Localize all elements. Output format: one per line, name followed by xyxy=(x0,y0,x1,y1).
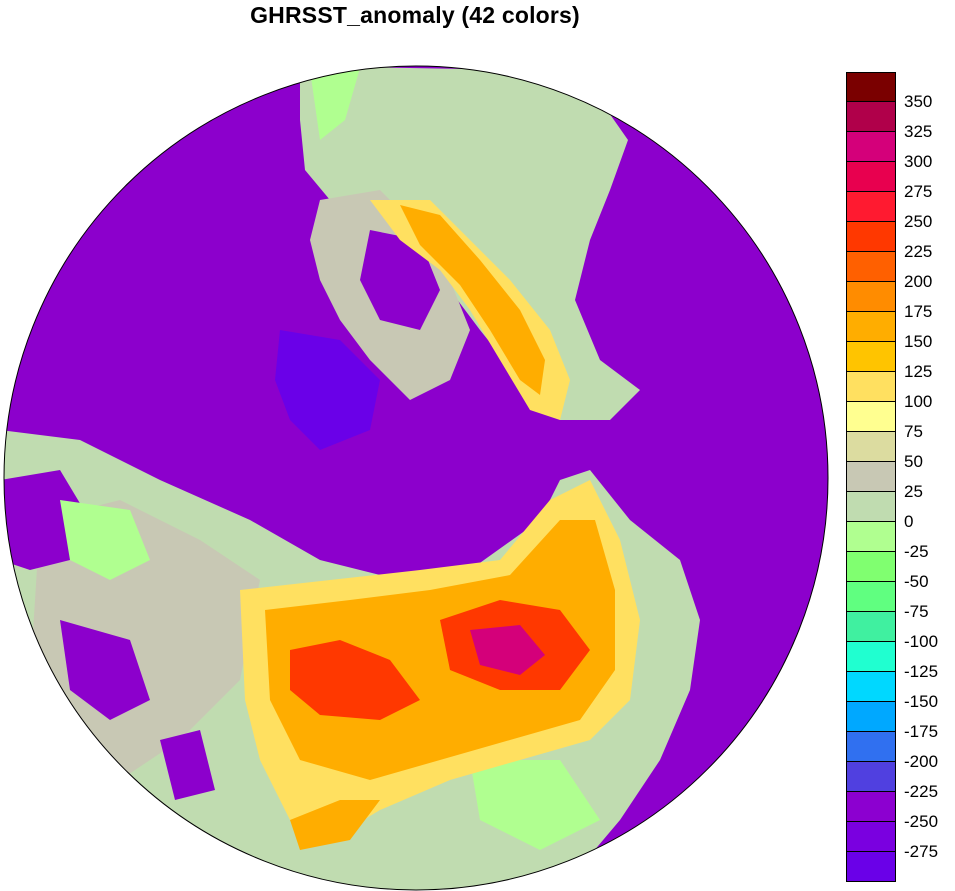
colorbar-tick-label: -125 xyxy=(904,662,939,681)
colorbar-swatch xyxy=(846,732,896,762)
colorbar-tick-label: 200 xyxy=(904,272,933,291)
colorbar-tick-label: -50 xyxy=(904,572,929,591)
colorbar-swatch xyxy=(846,282,896,312)
ocean-inlet-sw xyxy=(60,620,150,720)
colorbar-swatch xyxy=(846,702,896,732)
colorbar-swatch xyxy=(846,522,896,552)
colorbar xyxy=(846,72,896,882)
colorbar-swatch xyxy=(846,672,896,702)
colorbar-tick-label: 100 xyxy=(904,392,933,411)
colorbar-swatch xyxy=(846,132,896,162)
ocean-inlet-s xyxy=(160,730,215,800)
colorbar-tick-label: 350 xyxy=(904,92,933,111)
colorbar-swatch xyxy=(846,582,896,612)
warm-core-greenland xyxy=(400,205,545,395)
red-hotspot-west xyxy=(290,640,420,720)
map-boundary xyxy=(3,65,829,891)
colorbar-tick-label: 125 xyxy=(904,362,933,381)
colorbar-tick-label: 0 xyxy=(904,512,914,531)
colorbar-tick-label: -275 xyxy=(904,842,939,861)
colorbar-swatch xyxy=(846,192,896,222)
colorbar-swatch xyxy=(846,432,896,462)
colorbar-swatch xyxy=(846,72,896,102)
map-title: GHRSST_anomaly (42 colors) xyxy=(250,2,580,28)
colorbar-tick-label: 50 xyxy=(904,452,923,471)
colorbar-tick-label: 250 xyxy=(904,212,933,231)
colorbar-swatch xyxy=(846,792,896,822)
light-green-se xyxy=(470,760,600,850)
colorbar-swatch xyxy=(846,372,896,402)
colorbar-swatch xyxy=(846,762,896,792)
dark-red-core xyxy=(470,625,545,675)
colorbar-tick-label: -225 xyxy=(904,782,939,801)
landmass-gray-eurasia xyxy=(30,500,260,780)
colorbar-tick-label: 325 xyxy=(904,122,933,141)
colorbar-swatch xyxy=(846,852,896,882)
colorbar-swatch xyxy=(846,822,896,852)
colorbar-swatch xyxy=(846,612,896,642)
colorbar-tick-label: 150 xyxy=(904,332,933,351)
colorbar-swatch xyxy=(846,162,896,192)
colorbar-tick-label: 175 xyxy=(904,302,933,321)
cold-patch xyxy=(275,330,380,450)
colorbar-tick-label: -25 xyxy=(904,542,929,561)
colorbar-swatch xyxy=(846,552,896,582)
colorbar-swatch xyxy=(846,312,896,342)
colorbar-tick-label: -75 xyxy=(904,602,929,621)
colorbar-tick-label: -150 xyxy=(904,692,939,711)
colorbar-swatch xyxy=(846,642,896,672)
light-green-edge-n xyxy=(310,68,360,140)
colorbar-swatch xyxy=(846,402,896,432)
colorbar-tick-label: 300 xyxy=(904,152,933,171)
colorbar-tick-label: 225 xyxy=(904,242,933,261)
colorbar-tick-label: -175 xyxy=(904,722,939,741)
colorbar-tick-label: 25 xyxy=(904,482,923,501)
polar-map xyxy=(3,65,829,891)
colorbar-tick-label: -100 xyxy=(904,632,939,651)
colorbar-swatch xyxy=(846,342,896,372)
colorbar-tick-label: 75 xyxy=(904,422,923,441)
colorbar-swatch xyxy=(846,462,896,492)
colorbar-swatch xyxy=(846,252,896,282)
colorbar-tick-label: -250 xyxy=(904,812,939,831)
warm-streak-south xyxy=(290,800,380,850)
colorbar-swatch xyxy=(846,222,896,252)
colorbar-swatch xyxy=(846,102,896,132)
light-green-w xyxy=(60,500,150,580)
colorbar-tick-label: -200 xyxy=(904,752,939,771)
colorbar-swatch xyxy=(846,492,896,522)
colorbar-tick-label: 275 xyxy=(904,182,933,201)
